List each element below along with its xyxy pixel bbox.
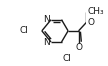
Text: O: O (87, 18, 94, 27)
Text: N: N (43, 37, 50, 47)
Text: Cl: Cl (62, 54, 71, 63)
Text: O: O (75, 43, 82, 52)
Text: Cl: Cl (20, 26, 29, 35)
Text: N: N (43, 15, 50, 24)
Text: CH₃: CH₃ (87, 7, 104, 16)
